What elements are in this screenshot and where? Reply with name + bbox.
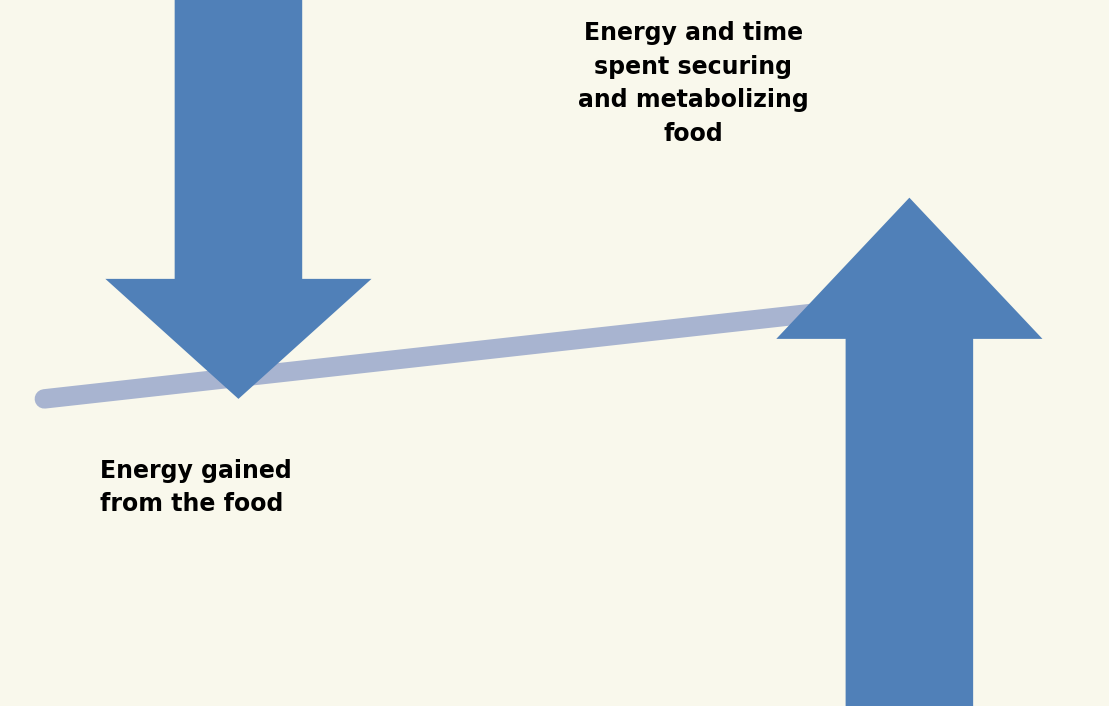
Text: Energy and time
spent securing
and metabolizing
food: Energy and time spent securing and metab…	[578, 21, 808, 145]
Text: Energy gained
from the food: Energy gained from the food	[100, 459, 292, 516]
Polygon shape	[776, 198, 1042, 706]
Polygon shape	[105, 0, 372, 399]
